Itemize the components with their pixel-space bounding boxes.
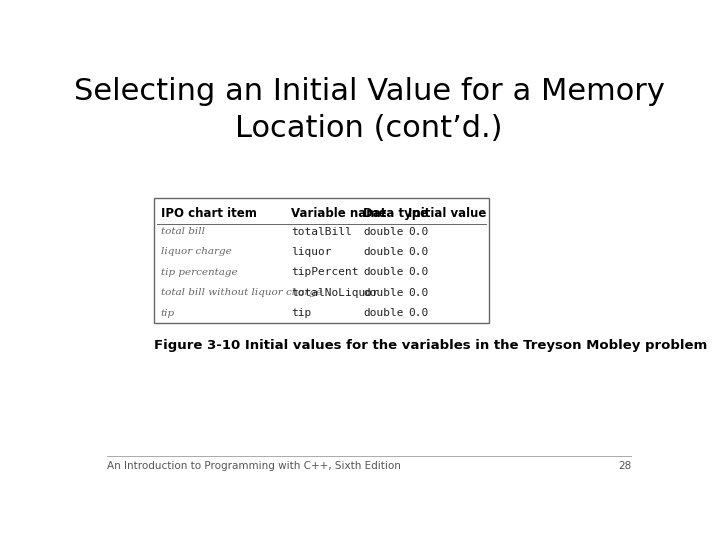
Text: totalNoLiquor: totalNoLiquor	[291, 288, 379, 298]
Text: double: double	[364, 227, 404, 237]
Text: liquor charge: liquor charge	[161, 247, 232, 256]
Text: 0.0: 0.0	[408, 288, 428, 298]
Text: tip: tip	[291, 308, 311, 318]
Text: 0.0: 0.0	[408, 267, 428, 277]
Text: IPO chart item: IPO chart item	[161, 207, 257, 220]
Text: double: double	[364, 288, 404, 298]
Text: Initial value: Initial value	[408, 207, 487, 220]
Text: total bill: total bill	[161, 227, 205, 236]
Text: Data type: Data type	[364, 207, 428, 220]
FancyBboxPatch shape	[154, 198, 489, 322]
Text: liquor: liquor	[291, 247, 331, 257]
Text: totalBill: totalBill	[291, 227, 351, 237]
Text: 0.0: 0.0	[408, 308, 428, 318]
Text: double: double	[364, 308, 404, 318]
Text: An Introduction to Programming with C++, Sixth Edition: An Introduction to Programming with C++,…	[107, 461, 400, 471]
Text: Figure 3-10 Initial values for the variables in the Treyson Mobley problem: Figure 3-10 Initial values for the varia…	[154, 339, 708, 352]
Text: 28: 28	[618, 461, 631, 471]
Text: 0.0: 0.0	[408, 247, 428, 257]
Text: tip: tip	[161, 308, 175, 318]
Text: Selecting an Initial Value for a Memory
Location (cont’d.): Selecting an Initial Value for a Memory …	[73, 77, 665, 143]
Text: Variable name: Variable name	[291, 207, 386, 220]
Text: 0.0: 0.0	[408, 227, 428, 237]
Text: total bill without liquor charge: total bill without liquor charge	[161, 288, 322, 297]
Text: double: double	[364, 267, 404, 277]
Text: tip percentage: tip percentage	[161, 268, 238, 277]
Text: double: double	[364, 247, 404, 257]
Text: tipPercent: tipPercent	[291, 267, 359, 277]
